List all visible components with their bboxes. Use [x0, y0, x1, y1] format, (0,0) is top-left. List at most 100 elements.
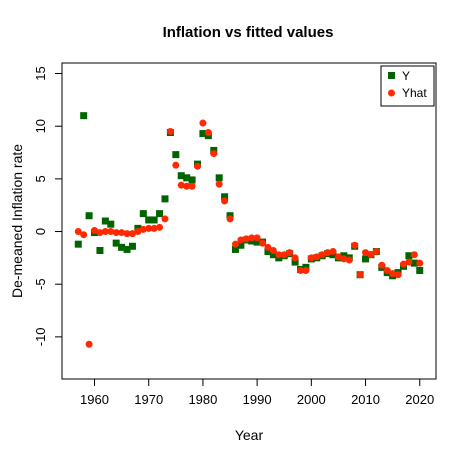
- legend-marker-yhat: [388, 89, 395, 97]
- point-yhat-2004: [329, 248, 337, 256]
- point-yhat-1974: [166, 127, 174, 135]
- x-tick-label-1980: 1980: [188, 392, 217, 407]
- point-y-1965: [118, 243, 126, 251]
- point-yhat-1967: [128, 230, 136, 238]
- point-yhat-2001: [313, 253, 321, 261]
- point-yhat-1997: [291, 254, 299, 262]
- x-tick-label-2000: 2000: [297, 392, 326, 407]
- point-y-1980: [199, 130, 207, 138]
- point-yhat-1970: [145, 224, 153, 232]
- point-y-1997: [291, 258, 299, 266]
- legend-label-y: Y: [402, 69, 410, 83]
- point-y-1972: [156, 210, 164, 218]
- point-yhat-2014: [383, 267, 391, 275]
- point-yhat-2015: [389, 270, 397, 278]
- y-tick-label-0: 0: [33, 228, 48, 235]
- point-yhat-1976: [177, 181, 185, 189]
- point-yhat-1959: [85, 340, 93, 348]
- point-yhat-1988: [242, 235, 250, 243]
- y-tick-label-10: 10: [33, 119, 48, 133]
- point-yhat-1996: [286, 249, 294, 257]
- point-yhat-1985: [226, 215, 234, 223]
- y-tick-label-5: 5: [33, 175, 48, 182]
- point-yhat-2016: [394, 271, 402, 279]
- point-y-1969: [139, 210, 147, 218]
- point-yhat-1986: [231, 240, 239, 248]
- x-axis-label: Year: [235, 427, 264, 443]
- point-y-1987: [237, 241, 245, 249]
- legend: Y Yhat: [380, 65, 435, 107]
- point-y-1976: [177, 172, 185, 180]
- point-y-1967: [128, 242, 136, 250]
- point-y-1978: [188, 176, 196, 184]
- point-yhat-1991: [259, 239, 267, 247]
- point-yhat-1961: [96, 229, 104, 237]
- point-y-1959: [85, 212, 93, 220]
- point-yhat-1983: [215, 180, 223, 188]
- point-yhat-1990: [253, 234, 261, 242]
- x-axis: 1960 1970 1980 1990 2000 2010 2020: [80, 378, 434, 407]
- point-yhat-2010: [362, 249, 370, 257]
- y-axis: -10 -5 0 5 10 15: [33, 66, 63, 346]
- point-yhat-1973: [161, 215, 169, 223]
- point-yhat-1966: [123, 230, 131, 238]
- point-yhat-1957: [74, 228, 82, 236]
- point-y-2020: [416, 267, 424, 275]
- legend-label-yhat: Yhat: [402, 86, 427, 100]
- point-yhat-1984: [221, 197, 229, 205]
- x-tick-label-1960: 1960: [80, 392, 109, 407]
- point-y-2019: [410, 259, 418, 267]
- point-yhat-1993: [269, 246, 277, 254]
- point-y-1990: [253, 238, 261, 246]
- point-yhat-1982: [210, 150, 218, 158]
- point-yhat-1960: [91, 226, 99, 234]
- point-yhat-1975: [172, 161, 180, 169]
- point-yhat-1981: [204, 129, 212, 137]
- point-yhat-2017: [399, 260, 407, 268]
- point-yhat-1971: [150, 224, 158, 232]
- point-yhat-1999: [302, 267, 310, 275]
- point-y-1964: [112, 239, 120, 247]
- point-yhat-2012: [372, 248, 380, 256]
- point-y-1971: [150, 216, 158, 224]
- point-yhat-1995: [280, 251, 288, 259]
- point-yhat-2008: [351, 241, 359, 249]
- point-yhat-1980: [199, 119, 207, 127]
- x-tick-label-1970: 1970: [134, 392, 163, 407]
- point-yhat-2006: [340, 255, 348, 263]
- point-y-1986: [231, 245, 239, 253]
- point-yhat-2000: [307, 254, 315, 262]
- point-yhat-1968: [134, 228, 142, 236]
- point-yhat-2011: [367, 251, 375, 259]
- point-yhat-1963: [107, 228, 115, 236]
- point-y-1962: [101, 217, 109, 225]
- point-y-1966: [123, 245, 131, 253]
- y-axis-label: De-meaned Inflation rate: [9, 144, 25, 298]
- point-y-1973: [161, 195, 169, 203]
- point-y-1963: [107, 220, 115, 228]
- point-yhat-2009: [356, 271, 364, 279]
- point-yhat-1964: [112, 229, 120, 237]
- point-y-1970: [145, 216, 153, 224]
- x-tick-label-2010: 2010: [351, 392, 380, 407]
- point-yhat-1972: [156, 223, 164, 231]
- plot-area: [61, 62, 437, 380]
- point-yhat-2018: [405, 258, 413, 266]
- x-tick-label-2020: 2020: [405, 392, 434, 407]
- point-yhat-1969: [139, 225, 147, 233]
- point-yhat-1977: [183, 182, 191, 190]
- chart-title: Inflation vs fitted values: [163, 24, 334, 41]
- y-tick-label-15: 15: [33, 66, 48, 80]
- point-yhat-2002: [318, 251, 326, 259]
- point-yhat-1989: [248, 234, 256, 242]
- point-y-1961: [96, 246, 104, 254]
- point-yhat-1992: [264, 243, 272, 251]
- point-y-2010: [362, 255, 370, 263]
- point-yhat-1998: [296, 267, 304, 275]
- point-y-1993: [269, 251, 277, 259]
- point-yhat-1994: [275, 251, 283, 259]
- point-y-1992: [264, 248, 272, 256]
- point-y-1977: [183, 174, 191, 182]
- point-yhat-1965: [118, 229, 126, 237]
